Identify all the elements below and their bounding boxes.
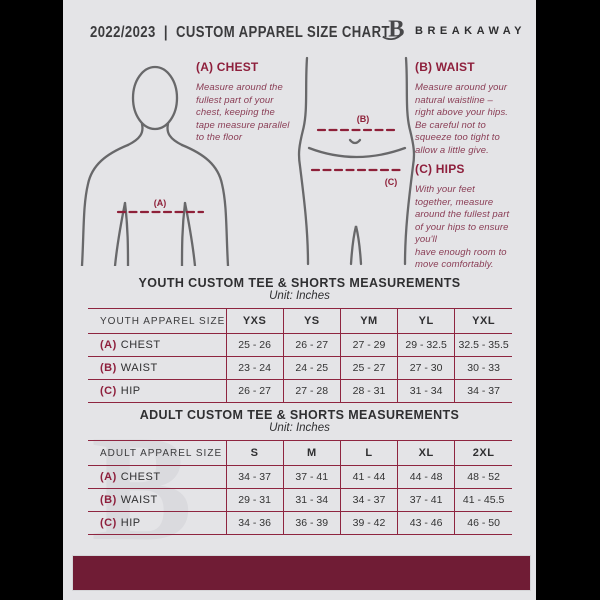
row-label-hip: (C) HIP [88, 511, 226, 535]
table-cell: 41 - 45.5 [454, 488, 512, 512]
size-column-header: YL [397, 308, 455, 334]
size-column-header: XL [397, 440, 455, 466]
table-cell: 34 - 37 [339, 488, 398, 512]
table-cell: 27 - 29 [339, 333, 398, 357]
table-cell: 36 - 39 [282, 511, 341, 535]
chest-instruction: (A) CHEST Measure around the fullest par… [196, 60, 302, 145]
table-cell: 24 - 25 [282, 356, 341, 380]
table-cell: 46 - 50 [454, 511, 512, 535]
row-label-text: WAIST [120, 362, 158, 374]
table-cell: 37 - 41 [397, 488, 455, 512]
adult-section-title: ADULT CUSTOM TEE & SHORTS MEASUREMENTS [139, 408, 460, 422]
table-row: (A) CHEST 34 - 37 37 - 41 41 - 44 44 - 48… [88, 465, 512, 489]
size-chart-document: 2022/2023 | CUSTOM APPAREL SIZE CHART B … [63, 0, 536, 600]
row-prefix: (B) [100, 494, 117, 506]
chest-measure-label: (A) [154, 198, 167, 208]
row-label-chest: (A) CHEST [88, 465, 226, 489]
footer-bar [72, 555, 531, 591]
waist-instruction: (B) WAIST Measure around your natural wa… [415, 60, 529, 157]
waist-instruction-body: Measure around your natural waistline – … [415, 82, 509, 156]
row-label-text: HIP [120, 517, 141, 529]
table-cell: 41 - 44 [339, 465, 398, 489]
table-row: (C) HIP 34 - 36 36 - 39 39 - 42 43 - 46 4… [88, 511, 512, 535]
row-label-chest: (A) CHEST [88, 333, 226, 357]
hips-measure-label: (C) [385, 177, 398, 187]
table-cell: 34 - 36 [225, 511, 284, 535]
size-column-header: YXS [225, 308, 284, 334]
size-column-header: YM [339, 308, 398, 334]
row-label-hip: (C) HIP [88, 379, 226, 403]
table-cell: 34 - 37 [454, 379, 512, 403]
table-cell: 26 - 27 [282, 333, 341, 357]
table-cell: 48 - 52 [454, 465, 512, 489]
row-prefix: (C) [100, 385, 117, 397]
size-column-header: YS [282, 308, 341, 334]
row-prefix: (B) [100, 362, 117, 374]
row-label-waist: (B) WAIST [88, 356, 226, 380]
table-cell: 39 - 42 [339, 511, 398, 535]
table-cell: 25 - 26 [225, 333, 284, 357]
adult-section-unit: Unit: Inches [269, 422, 330, 434]
row-label-text: WAIST [120, 494, 158, 506]
size-column-header: L [339, 440, 398, 466]
table-cell: 31 - 34 [397, 379, 455, 403]
youth-size-table: YOUTH APPAREL SIZE YXS YS YM YL YXL (A) C… [88, 308, 512, 403]
chest-instruction-heading: (A) CHEST [196, 60, 259, 74]
row-prefix: (A) [100, 339, 117, 351]
row-label-text: HIP [120, 385, 141, 397]
table-header-row: YOUTH APPAREL SIZE YXS YS YM YL YXL [88, 308, 512, 334]
hips-instruction-body: With your feet together, measure around … [415, 184, 510, 271]
adult-size-table: ADULT APPAREL SIZE S M L XL 2XL (A) CHEST… [88, 440, 512, 535]
youth-section-title: YOUTH CUSTOM TEE & SHORTS MEASUREMENTS [138, 276, 461, 290]
table-cell: 25 - 27 [339, 356, 398, 380]
table-key-header: YOUTH APPAREL SIZE [88, 308, 226, 334]
table-row: (C) HIP 26 - 27 27 - 28 28 - 31 31 - 34 3… [88, 379, 512, 403]
table-header-row: ADULT APPAREL SIZE S M L XL 2XL [88, 440, 512, 466]
lower-body-diagram: (B) (C) [297, 56, 416, 266]
table-cell: 23 - 24 [225, 356, 284, 380]
table-cell: 29 - 31 [225, 488, 284, 512]
table-row: (A) CHEST 25 - 26 26 - 27 27 - 29 29 - 32… [88, 333, 512, 357]
table-cell: 34 - 37 [225, 465, 284, 489]
table-cell: 30 - 33 [454, 356, 512, 380]
table-row: (B) WAIST 29 - 31 31 - 34 34 - 37 37 - 41… [88, 488, 512, 512]
breakaway-logo-icon: B [381, 15, 408, 47]
row-label-text: CHEST [120, 339, 161, 351]
row-prefix: (A) [100, 471, 117, 483]
row-label-text: CHEST [120, 471, 161, 483]
page-title: 2022/2023 | CUSTOM APPAREL SIZE CHART [90, 24, 390, 41]
row-label-waist: (B) WAIST [88, 488, 226, 512]
table-cell: 43 - 46 [397, 511, 455, 535]
table-cell: 44 - 48 [397, 465, 455, 489]
brand-name: BREAKAWAY [415, 25, 526, 37]
table-key-header: ADULT APPAREL SIZE [88, 440, 226, 466]
waist-instruction-heading: (B) WAIST [415, 60, 475, 74]
hips-instruction-heading: (C) HIPS [415, 162, 465, 176]
table-cell: 28 - 31 [339, 379, 398, 403]
size-column-header: S [225, 440, 284, 466]
table-cell: 27 - 28 [282, 379, 341, 403]
table-cell: 37 - 41 [282, 465, 341, 489]
table-row: (B) WAIST 23 - 24 24 - 25 25 - 27 27 - 30… [88, 356, 512, 380]
size-column-header: M [282, 440, 341, 466]
table-cell: 31 - 34 [282, 488, 341, 512]
upper-body-diagram: (A) [80, 65, 230, 266]
table-cell: 29 - 32.5 [397, 333, 455, 357]
hips-instruction: (C) HIPS With your feet together, measur… [415, 162, 533, 272]
size-column-header: 2XL [454, 440, 512, 466]
size-column-header: YXL [454, 308, 512, 334]
chest-instruction-body: Measure around the fullest part of your … [196, 82, 290, 144]
row-prefix: (C) [100, 517, 117, 529]
waist-measure-label: (B) [357, 114, 370, 124]
youth-section-unit: Unit: Inches [269, 290, 330, 302]
table-cell: 27 - 30 [397, 356, 455, 380]
table-cell: 26 - 27 [225, 379, 284, 403]
table-cell: 32.5 - 35.5 [454, 333, 512, 357]
